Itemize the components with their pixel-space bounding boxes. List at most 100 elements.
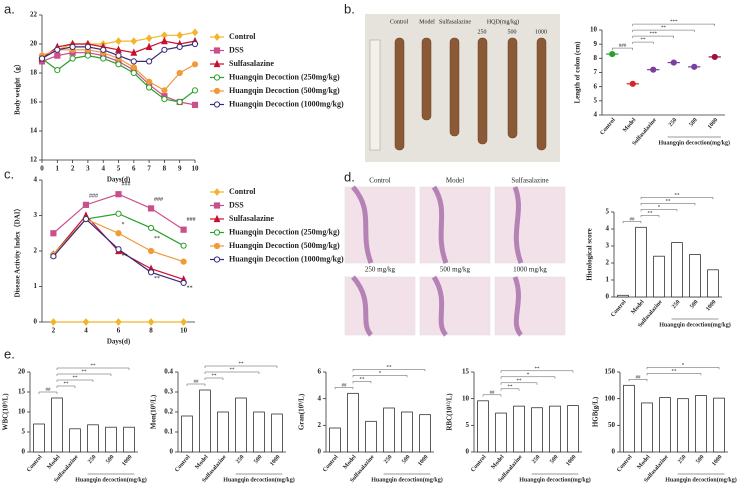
y-tick-label: 5 <box>22 428 26 436</box>
marker <box>176 69 183 77</box>
x-tick-label: 500 <box>253 454 263 465</box>
panel-label: c. <box>4 166 14 181</box>
marker <box>82 215 90 223</box>
photo-label: 1000 <box>535 29 547 35</box>
bar <box>707 269 719 298</box>
x-tick-label: 500 <box>549 454 559 465</box>
bar <box>69 428 81 453</box>
annotation: ** <box>154 236 160 242</box>
y-axis-label: RBC(10¹²/L) <box>446 393 454 431</box>
marker <box>100 55 107 62</box>
significance-bracket <box>352 375 408 378</box>
marker <box>213 47 221 54</box>
marker <box>130 37 138 45</box>
significance-bracket <box>56 385 76 388</box>
y-tick-label: 10 <box>590 26 598 34</box>
histology-image <box>494 276 566 336</box>
marker <box>38 55 46 62</box>
x-tick-label: 1000 <box>417 454 429 467</box>
significance-bracket <box>640 215 660 218</box>
bar <box>365 420 377 453</box>
bar <box>217 411 229 453</box>
histology-image <box>494 186 566 264</box>
significance-bracket <box>334 387 354 390</box>
x-tick-label: 1000 <box>121 454 133 467</box>
significance-label: ## <box>490 391 496 396</box>
marker <box>213 87 221 95</box>
legend-label: Sulfasalazine <box>229 214 274 223</box>
marker <box>213 256 221 263</box>
legend-label: Huangqin Decoction (1000mg/kg) <box>229 254 344 263</box>
legend-label: Control <box>229 32 256 41</box>
y-tick-label: 100 <box>605 394 616 402</box>
significance-bracket <box>500 388 520 391</box>
marker <box>191 101 199 109</box>
y-tick-label: 5 <box>594 96 598 104</box>
marker <box>50 253 57 260</box>
bar <box>659 397 671 453</box>
photo-label: 500 <box>508 29 517 35</box>
marker <box>213 74 221 81</box>
significance-label: * <box>379 371 382 376</box>
marker <box>213 59 221 68</box>
y-tick-label: 0 <box>34 318 38 326</box>
annotation: ** <box>154 276 160 282</box>
bar <box>51 397 63 453</box>
x-tick-label: 10 <box>180 327 188 335</box>
significance-label: ** <box>91 364 97 369</box>
y-axis-label: Body weight（g） <box>14 60 22 115</box>
x-tick-label: 10 <box>192 165 200 173</box>
x-tick-label: Control <box>616 454 634 473</box>
significance-label: * <box>527 373 530 378</box>
marker <box>115 61 122 68</box>
bar <box>199 389 211 453</box>
significance-label: ** <box>648 211 654 216</box>
bar <box>123 426 135 453</box>
annotation: ### <box>154 197 163 203</box>
legend-label: DSS <box>229 200 244 209</box>
y-tick-label: 0 <box>606 293 610 301</box>
significance-label: *** <box>670 20 678 25</box>
marker <box>130 69 137 77</box>
marker <box>130 64 137 71</box>
marker <box>145 34 153 43</box>
x-tick-label: 1000 <box>705 299 717 312</box>
marker <box>161 96 168 103</box>
significance-label: ## <box>342 383 348 388</box>
significance-label: ** <box>239 362 245 367</box>
photo-label: Model <box>419 19 435 25</box>
significance-label: ** <box>672 369 678 374</box>
marker <box>115 52 122 59</box>
x-tick-label: Model <box>622 117 637 134</box>
marker <box>146 84 153 91</box>
marker <box>115 37 122 45</box>
marker <box>115 191 122 198</box>
marker <box>176 31 183 40</box>
significance-label: ## <box>636 375 642 380</box>
y-tick-label: 4 <box>606 225 610 233</box>
photo-label: Sulfasalazine <box>439 18 471 25</box>
y-axis-label: WBC(10⁹/L) <box>2 393 10 431</box>
marker <box>82 201 90 208</box>
annotation: ** <box>187 286 193 292</box>
y-tick-label: 4 <box>318 394 322 402</box>
y-tick-label: 4 <box>594 111 598 119</box>
marker <box>54 67 61 74</box>
bar <box>549 405 561 453</box>
x-tick-label: 500 <box>401 454 411 465</box>
x-tick-label: 4 <box>84 327 88 335</box>
x-tick-label: 4 <box>101 165 105 173</box>
significance-bracket <box>646 373 702 376</box>
bar <box>181 415 193 453</box>
significance-bracket <box>628 379 648 382</box>
photo-label: Control <box>390 19 409 25</box>
bar <box>419 414 431 453</box>
y-axis-label: Mon(10⁹/L) <box>150 394 158 429</box>
marker <box>147 205 155 212</box>
marker <box>50 230 57 237</box>
marker <box>115 210 122 217</box>
x-tick-label: 3 <box>86 165 90 173</box>
x-tick-label: Model <box>490 454 505 471</box>
y-tick-label: 1 <box>606 276 610 284</box>
